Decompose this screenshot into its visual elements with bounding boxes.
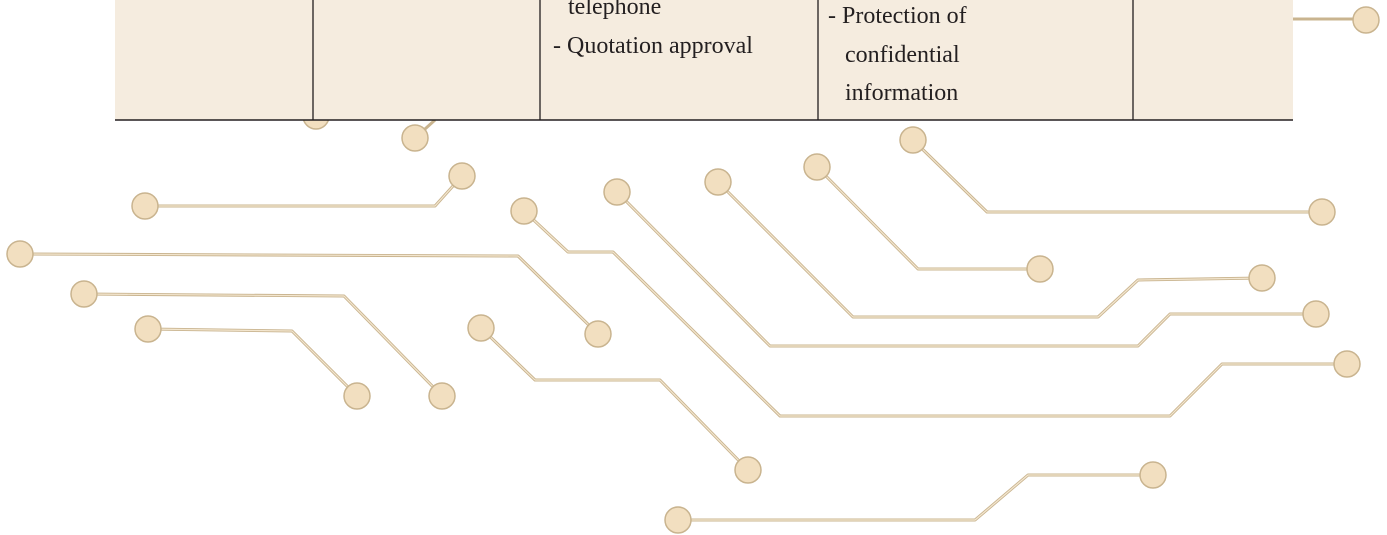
cell-line: confidential (845, 42, 960, 68)
cell-line: - Protection of (828, 3, 967, 29)
circuit-decoration (6, 6, 1380, 534)
cell-line: - Quotation approval (553, 33, 753, 59)
table: telephone - Quotation approval - Protect… (115, 0, 1293, 121)
table-row-background (115, 0, 1293, 120)
cell-line: telephone (568, 0, 661, 20)
cell-line: information (845, 80, 958, 106)
